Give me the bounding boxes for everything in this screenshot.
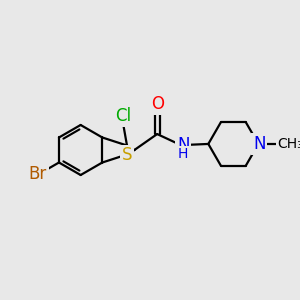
- Text: H: H: [178, 147, 188, 161]
- Text: Cl: Cl: [115, 107, 131, 125]
- Text: N: N: [177, 136, 190, 154]
- Text: Br: Br: [29, 165, 47, 183]
- Text: N: N: [253, 135, 266, 153]
- Text: O: O: [152, 95, 165, 113]
- Text: S: S: [122, 146, 132, 164]
- Text: CH₃: CH₃: [277, 137, 300, 151]
